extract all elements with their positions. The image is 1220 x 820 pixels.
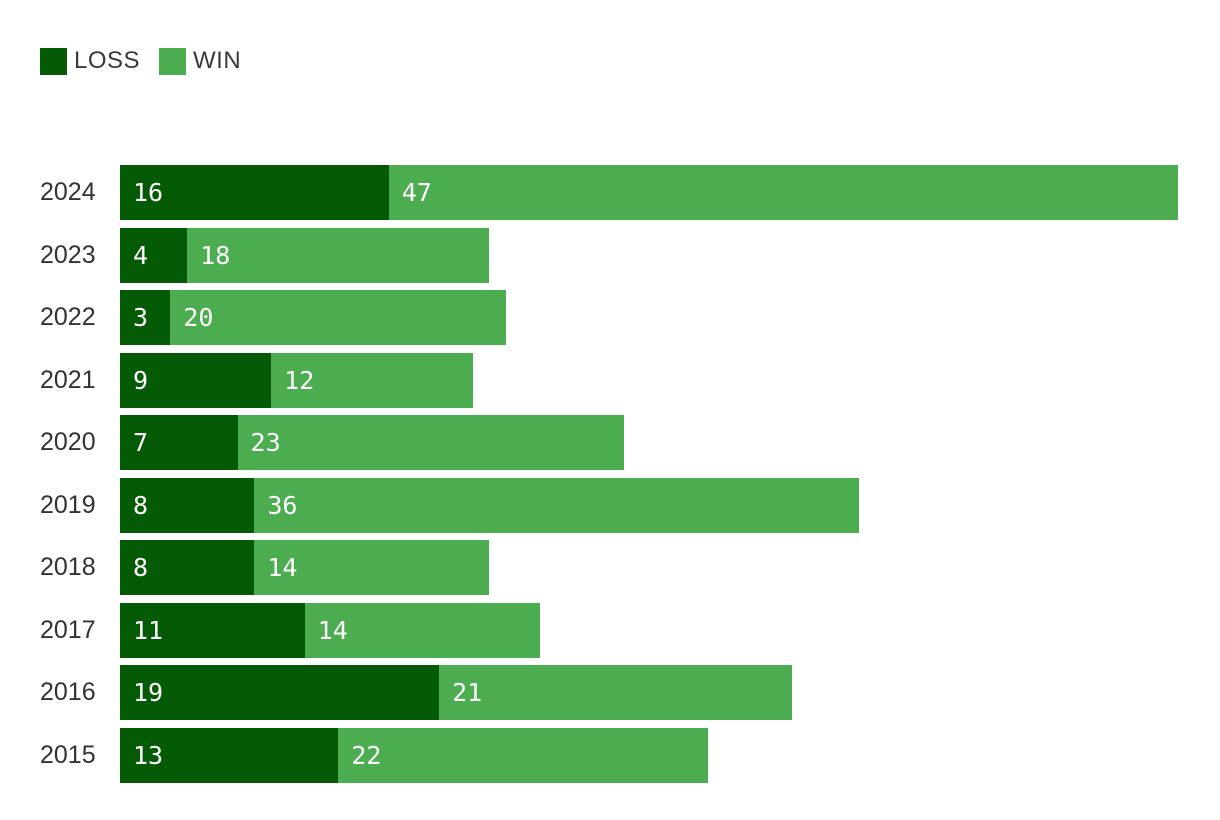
win-bar-segment: 36 bbox=[254, 477, 859, 533]
chart-row: 2015 13 22 bbox=[0, 727, 1220, 783]
win-bar-segment: 12 bbox=[271, 352, 473, 408]
loss-color-swatch bbox=[40, 47, 67, 75]
chart-row: 2017 11 14 bbox=[0, 602, 1220, 658]
chart-row: 2024 16 47 bbox=[0, 165, 1220, 220]
bar-group: 8 14 bbox=[120, 540, 1178, 595]
bar-value-label: 13 bbox=[133, 740, 164, 770]
legend-label-win: WIN bbox=[193, 47, 242, 74]
legend-label-loss: LOSS bbox=[74, 47, 141, 74]
bar-value-label: 36 bbox=[267, 490, 298, 520]
bar-value-label: 11 bbox=[133, 615, 164, 645]
legend-item-win: WIN bbox=[159, 47, 241, 75]
chart-row: 2016 19 21 bbox=[0, 665, 1220, 720]
bar-group: 8 36 bbox=[120, 477, 1178, 533]
year-label: 2017 bbox=[40, 615, 96, 644]
win-bar-segment: 47 bbox=[388, 165, 1178, 220]
chart-legend: LOSS WIN bbox=[40, 47, 260, 75]
bar-group: 9 12 bbox=[120, 352, 1178, 408]
loss-bar-segment: 7 bbox=[120, 415, 238, 470]
loss-bar-segment: 11 bbox=[120, 602, 305, 658]
bar-group: 11 14 bbox=[120, 602, 1178, 658]
win-bar-segment: 14 bbox=[304, 602, 540, 658]
year-label: 2019 bbox=[40, 490, 96, 519]
bar-value-label: 23 bbox=[250, 428, 281, 457]
loss-bar-segment: 16 bbox=[120, 165, 389, 220]
bar-group: 13 22 bbox=[120, 727, 1178, 783]
bar-value-label: 19 bbox=[133, 678, 164, 707]
win-color-swatch bbox=[159, 47, 187, 75]
year-label: 2018 bbox=[40, 553, 96, 581]
bar-value-label: 22 bbox=[351, 740, 382, 770]
loss-bar-segment: 8 bbox=[120, 540, 255, 595]
win-bar-segment: 23 bbox=[237, 415, 624, 470]
win-bar-segment: 21 bbox=[439, 665, 792, 720]
bar-value-label: 18 bbox=[200, 240, 231, 270]
chart-row: 2021 9 12 bbox=[0, 352, 1220, 408]
win-bar-segment: 22 bbox=[338, 727, 708, 783]
bar-value-label: 47 bbox=[401, 178, 432, 207]
bar-group: 4 18 bbox=[120, 227, 1178, 283]
chart-row: 2022 3 20 bbox=[0, 290, 1220, 345]
year-label: 2020 bbox=[40, 428, 96, 456]
win-bar-segment: 18 bbox=[187, 227, 490, 283]
year-label: 2022 bbox=[40, 303, 96, 331]
win-bar-segment: 14 bbox=[254, 540, 490, 595]
legend-item-loss: LOSS bbox=[40, 47, 140, 75]
bar-value-label: 3 bbox=[133, 303, 149, 332]
bar-value-label: 14 bbox=[317, 615, 348, 645]
loss-bar-segment: 9 bbox=[120, 352, 272, 408]
loss-bar-segment: 4 bbox=[120, 227, 188, 283]
win-bar-segment: 20 bbox=[170, 290, 507, 345]
bar-value-label: 7 bbox=[133, 428, 149, 457]
bar-value-label: 12 bbox=[284, 365, 315, 395]
bar-value-label: 16 bbox=[133, 178, 164, 207]
bar-group: 19 21 bbox=[120, 665, 1178, 720]
bar-group: 7 23 bbox=[120, 415, 1178, 470]
chart-row: 2018 8 14 bbox=[0, 540, 1220, 595]
bar-value-label: 21 bbox=[452, 678, 483, 707]
chart-row: 2020 7 23 bbox=[0, 415, 1220, 470]
loss-bar-segment: 3 bbox=[120, 290, 171, 345]
bar-value-label: 8 bbox=[133, 490, 149, 520]
chart-row: 2019 8 36 bbox=[0, 477, 1220, 533]
bar-value-label: 4 bbox=[133, 240, 149, 270]
loss-bar-segment: 8 bbox=[120, 477, 255, 533]
year-label: 2023 bbox=[40, 240, 96, 269]
stacked-bar-chart: 2024 16 47 2023 4 18 2022 3 20 2021 9 12 2020 7 23 2019… bbox=[0, 165, 1220, 790]
year-label: 2024 bbox=[40, 178, 96, 206]
bar-value-label: 14 bbox=[267, 553, 298, 582]
year-label: 2015 bbox=[40, 740, 96, 769]
bar-value-label: 8 bbox=[133, 553, 149, 582]
chart-row: 2023 4 18 bbox=[0, 227, 1220, 283]
year-label: 2016 bbox=[40, 678, 96, 706]
bar-group: 3 20 bbox=[120, 290, 1178, 345]
loss-bar-segment: 19 bbox=[120, 665, 440, 720]
bar-value-label: 20 bbox=[183, 303, 214, 332]
bar-value-label: 9 bbox=[133, 365, 149, 395]
year-label: 2021 bbox=[40, 365, 96, 394]
bar-group: 16 47 bbox=[120, 165, 1178, 220]
loss-bar-segment: 13 bbox=[120, 727, 339, 783]
